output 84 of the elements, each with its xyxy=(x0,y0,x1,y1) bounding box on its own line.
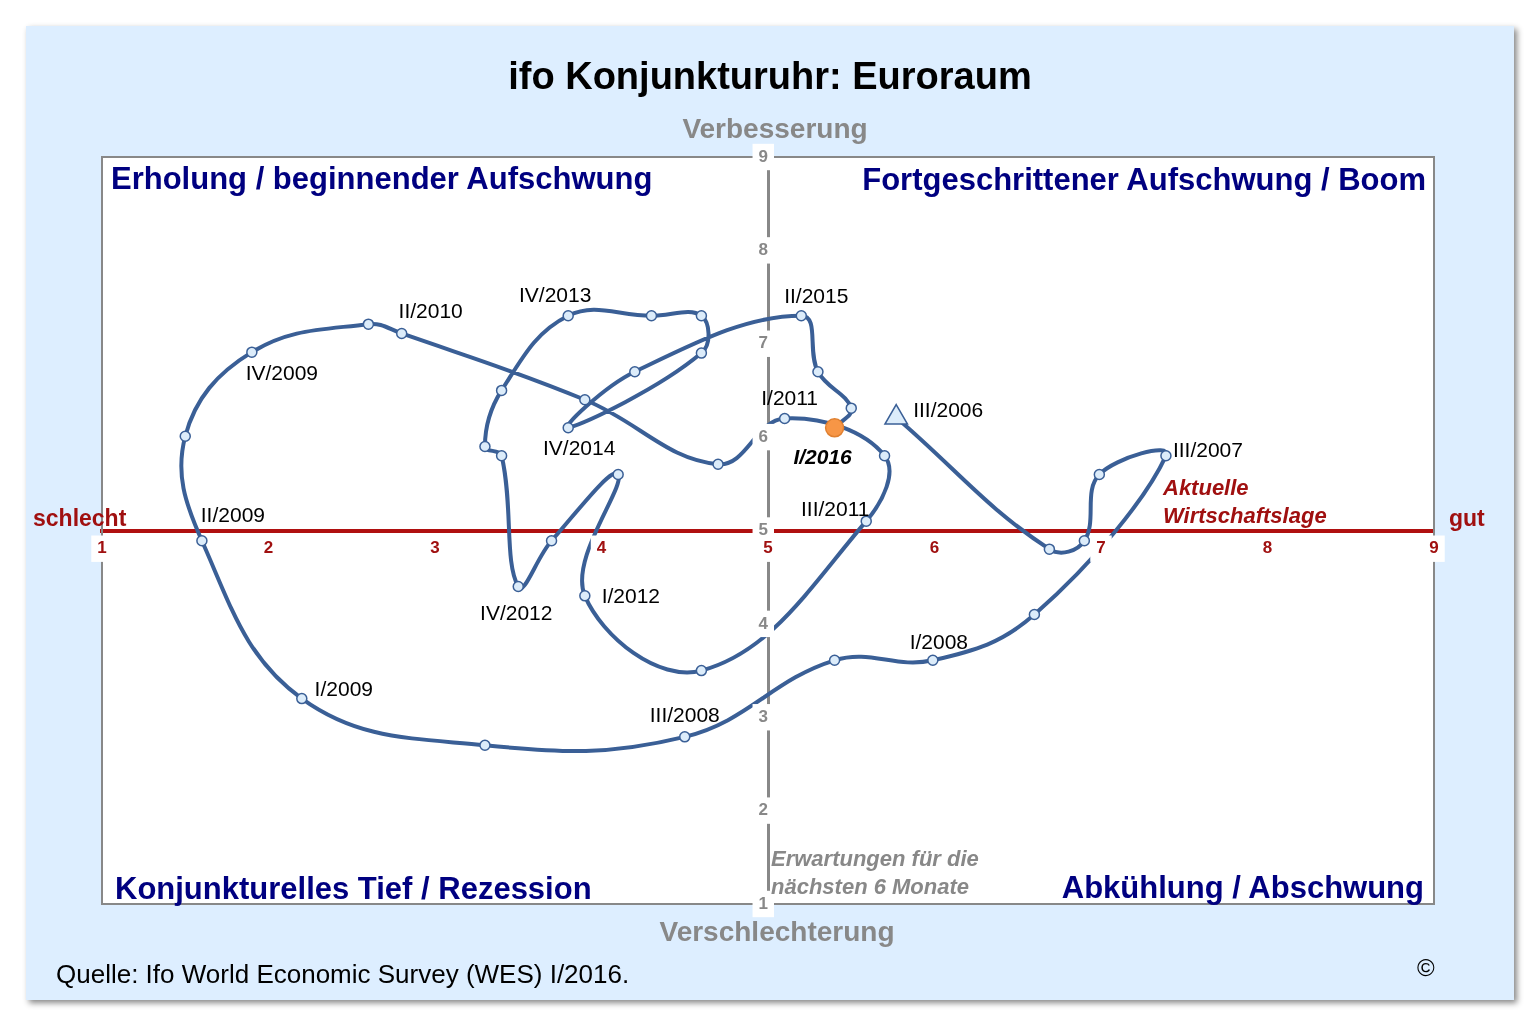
point xyxy=(860,515,872,527)
annotation: I/2008 xyxy=(909,630,969,655)
point xyxy=(645,309,658,322)
point xyxy=(479,739,491,752)
point xyxy=(545,535,558,547)
y-tick-label: 3 xyxy=(758,706,768,726)
annotation: III/2008 xyxy=(649,702,720,727)
y-tick-label: 6 xyxy=(758,426,768,446)
annotation: I/2016 xyxy=(793,444,852,469)
point xyxy=(562,422,574,434)
point xyxy=(778,412,791,425)
point xyxy=(479,440,491,453)
point xyxy=(845,402,857,414)
x-tick-label: 4 xyxy=(596,538,607,558)
point xyxy=(179,430,191,442)
annotation: Abkühlung / Abschwung xyxy=(1061,870,1424,906)
y-tick-label: 9 xyxy=(758,146,768,166)
source-note: Quelle: Ifo World Economic Survey (WES) I/2016. xyxy=(56,958,630,990)
point xyxy=(395,327,408,340)
text: © xyxy=(1417,954,1435,982)
chart-title: ifo Konjunkturuhr: Euroraum xyxy=(508,54,1032,98)
annotation: Konjunkturelles Tief / Rezession xyxy=(115,871,592,907)
point xyxy=(695,309,708,322)
annotation: II/2015 xyxy=(784,283,849,308)
x-tick-label: 8 xyxy=(1262,538,1273,558)
annotation: I/2012 xyxy=(601,583,661,608)
annotation: II/2009 xyxy=(200,502,266,527)
x-tick-label: 1 xyxy=(97,538,107,558)
text: gut xyxy=(1449,504,1485,532)
point xyxy=(246,346,258,358)
annotation: IV/2014 xyxy=(542,435,616,460)
point xyxy=(1028,608,1041,621)
x-tick-label: 9 xyxy=(1429,538,1439,558)
y-tick-label: 2 xyxy=(758,800,768,820)
point xyxy=(495,384,508,397)
annotation: III/2011 xyxy=(800,497,870,522)
x-tick-label: 3 xyxy=(430,538,440,558)
x-tick-label: 6 xyxy=(929,538,940,558)
annotation: III/2006 xyxy=(913,397,984,422)
y-tick-label: 1 xyxy=(758,893,768,913)
point xyxy=(878,450,891,462)
point xyxy=(1160,450,1172,462)
point xyxy=(495,450,508,462)
point xyxy=(629,366,641,378)
point xyxy=(512,580,524,593)
point xyxy=(812,366,824,378)
y-axis-title: Erwartungen für die nächsten 6 Monate xyxy=(771,845,980,901)
point xyxy=(1078,535,1091,547)
text: Verschlechterung xyxy=(659,916,895,948)
point xyxy=(712,458,724,470)
point xyxy=(362,318,375,330)
point xyxy=(1043,543,1056,555)
x-axis-title: Aktuelle Wirtschaftslage xyxy=(1163,474,1328,530)
point xyxy=(196,535,208,547)
annotation: Erholung / beginnender Aufschwung xyxy=(111,161,653,197)
text: Verbesserung xyxy=(682,113,868,145)
point xyxy=(1093,468,1106,481)
annotation: I/2011 xyxy=(761,386,819,411)
y-tick-label: 8 xyxy=(758,240,768,260)
point xyxy=(579,394,591,406)
annotation: Fortgeschrittener Aufschwung / Boom xyxy=(862,162,1426,198)
point xyxy=(579,590,591,602)
annotation: IV/2009 xyxy=(245,361,319,386)
point xyxy=(679,731,691,743)
annotation: IV/2013 xyxy=(518,282,592,307)
x-tick-label: 2 xyxy=(263,538,274,558)
annotation: I/2009 xyxy=(314,676,373,701)
point xyxy=(828,654,841,667)
point xyxy=(695,347,708,359)
point xyxy=(695,664,708,677)
annotation: schlecht xyxy=(33,504,127,532)
point xyxy=(795,309,808,322)
y-tick-label: 5 xyxy=(758,520,768,540)
annotation: IV/2012 xyxy=(480,600,553,625)
point xyxy=(562,309,574,322)
point xyxy=(612,468,624,481)
point xyxy=(824,418,845,438)
y-tick-label: 7 xyxy=(758,333,768,353)
x-tick-label: 7 xyxy=(1096,538,1106,558)
point xyxy=(927,654,939,667)
point xyxy=(296,692,308,705)
annotation: III/2007 xyxy=(1172,437,1243,462)
y-tick-label: 4 xyxy=(758,613,769,633)
annotation: II/2010 xyxy=(398,299,463,324)
